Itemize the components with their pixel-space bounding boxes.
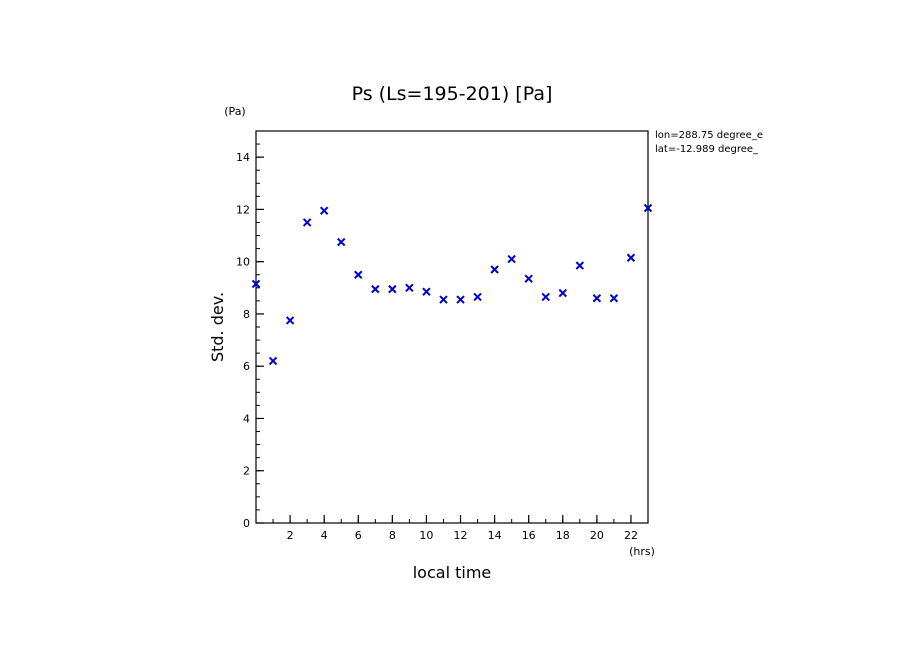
data-point (507, 254, 516, 264)
x-tick-label: 2 (287, 529, 294, 542)
data-point (541, 292, 550, 302)
data-point (473, 292, 482, 302)
data-point (388, 284, 397, 294)
plot-frame (255, 130, 649, 524)
y-axis-unit: (Pa) (224, 105, 245, 118)
data-point (609, 294, 619, 303)
y-tick-label: 10 (236, 256, 250, 269)
axis-ticks (255, 130, 649, 524)
y-axis-label: Std. dev. (208, 292, 227, 362)
data-point (490, 265, 499, 274)
x-tick-label: 18 (556, 529, 570, 542)
data-point (558, 288, 567, 298)
chart-title: Ps (Ls=195-201) [Pa] (352, 83, 553, 105)
data-point (439, 295, 448, 304)
annotation-lon: lon=288.75 degree_e (655, 130, 763, 141)
data-point (524, 274, 533, 283)
y-tick-label: 6 (243, 360, 250, 373)
axis-tick-labels: 2 4 6 8 10 12 14 16 18 20 22 0 2 4 6 8 10 12 14 (236, 151, 638, 542)
data-point (319, 206, 329, 215)
x-tick-label: 10 (419, 529, 433, 542)
x-tick-label: 8 (389, 529, 396, 542)
data-point (626, 253, 636, 262)
x-tick-label: 4 (321, 529, 328, 542)
y-tick-label: 8 (243, 308, 250, 321)
data-point (456, 295, 465, 304)
data-point (643, 203, 653, 213)
x-tick-label: 12 (454, 529, 468, 542)
y-tick-label: 2 (243, 465, 250, 478)
data-markers (251, 203, 653, 366)
data-point (371, 284, 380, 294)
data-point (268, 356, 278, 366)
data-point (302, 218, 312, 227)
x-tick-label: 16 (522, 529, 536, 542)
data-point (337, 237, 346, 247)
data-point (422, 287, 431, 296)
x-axis-label: local time (413, 563, 492, 582)
data-point (251, 279, 261, 289)
data-point (354, 270, 363, 279)
y-tick-label: 14 (236, 151, 250, 164)
data-point (285, 316, 295, 325)
x-tick-label: 20 (590, 529, 604, 542)
y-tick-label: 0 (243, 517, 250, 530)
y-tick-label: 12 (236, 203, 250, 216)
data-point (405, 283, 414, 293)
x-axis-unit: (hrs) (629, 545, 655, 558)
x-tick-label: 14 (488, 529, 502, 542)
x-tick-label: 6 (355, 529, 362, 542)
annotation-lat: lat=-12.989 degree_ (655, 144, 759, 155)
data-point (592, 294, 602, 303)
x-tick-label: 22 (624, 529, 638, 542)
y-tick-label: 4 (243, 412, 250, 425)
data-point (575, 261, 585, 270)
